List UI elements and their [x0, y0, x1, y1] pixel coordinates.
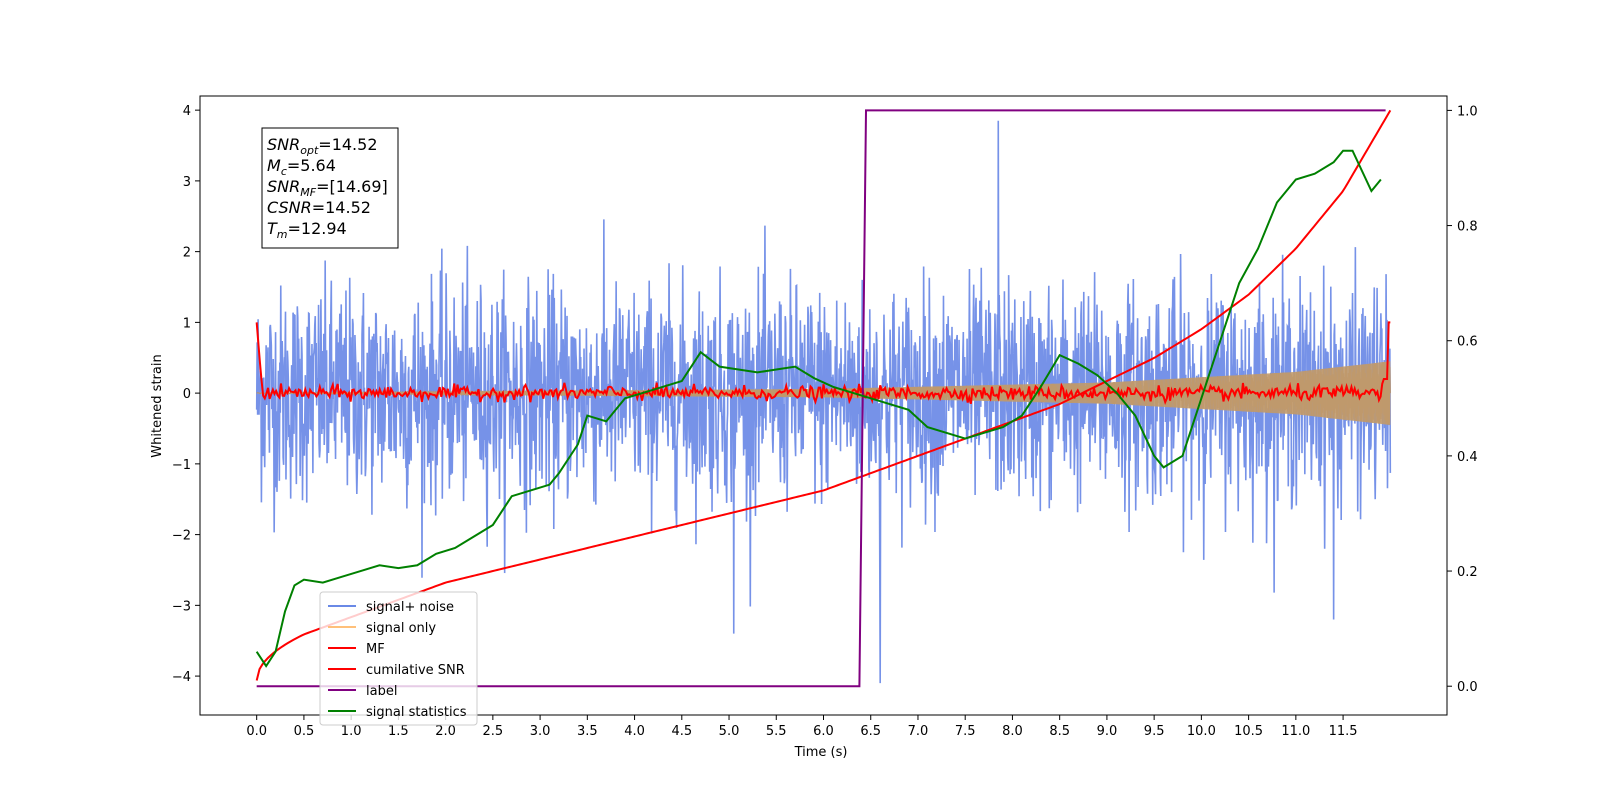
y-left-tick-label: 0 — [183, 387, 191, 402]
x-tick-label: 8.0 — [1002, 724, 1023, 739]
x-tick-label: 11.0 — [1281, 724, 1310, 739]
info-symbol: SNR — [267, 177, 300, 196]
info-symbol: SNR — [267, 135, 300, 154]
y-left-tick-label: 2 — [183, 246, 191, 261]
x-tick-label: 8.5 — [1049, 724, 1070, 739]
x-tick-label: 2.0 — [435, 724, 456, 739]
info-box: SNRopt=14.52Mc=5.64SNRMF=[14.69]CSNR=14.… — [261, 127, 399, 249]
x-tick-label: 6.5 — [860, 724, 881, 739]
x-tick-label: 10.0 — [1187, 724, 1216, 739]
y-left-tick-label: −2 — [172, 529, 191, 544]
x-tick-label: 3.0 — [530, 724, 551, 739]
x-tick-label: 7.0 — [908, 724, 929, 739]
x-tick-label: 3.5 — [577, 724, 598, 739]
info-symbol: T — [267, 219, 278, 238]
y-left-tick-label: −4 — [172, 670, 191, 685]
x-tick-label: 2.5 — [483, 724, 504, 739]
info-box-frame — [261, 127, 399, 249]
info-value: =12.94 — [288, 219, 347, 238]
y-left-tick-label: 1 — [183, 316, 191, 331]
info-subscript: m — [277, 228, 288, 241]
series-line-mf — [255, 321, 1391, 406]
x-tick-label: 1.5 — [388, 724, 409, 739]
series-line-cumulative-snr — [255, 109, 1392, 681]
x-tick-label: 4.0 — [624, 724, 645, 739]
plot-area — [255, 109, 1392, 688]
x-tick-label: 7.5 — [955, 724, 976, 739]
legend-label: signal only — [366, 621, 436, 636]
x-tick-label: 0.0 — [246, 724, 267, 739]
series-line-signal-statistics — [255, 149, 1382, 668]
x-tick-label: 0.5 — [294, 724, 315, 739]
x-tick-label: 1.0 — [341, 724, 362, 739]
info-symbol: M — [267, 156, 281, 175]
y-left-tick-label: −1 — [172, 458, 191, 473]
y-right-tick-label: 0.4 — [1457, 450, 1478, 465]
info-box-line: CSNR=14.52 — [267, 198, 371, 217]
info-value: =14.52 — [318, 135, 377, 154]
info-subscript: opt — [300, 144, 319, 157]
info-box-line: SNRMF=[14.69] — [267, 177, 388, 199]
legend-label: MF — [366, 642, 385, 657]
info-box-line: SNRopt=14.52 — [267, 135, 378, 157]
y-right-tick-label: 0.8 — [1457, 220, 1478, 235]
y-right-tick-label: 0.2 — [1457, 565, 1478, 580]
info-symbol: CSNR — [267, 198, 312, 217]
info-box-line: Mc=5.64 — [267, 156, 336, 178]
y-left-tick-label: −3 — [172, 599, 191, 614]
x-tick-label: 5.0 — [719, 724, 740, 739]
legend-frame — [319, 591, 478, 726]
x-tick-label: 6.0 — [813, 724, 834, 739]
info-value: =14.52 — [312, 198, 371, 217]
legend-label: signal statistics — [366, 705, 467, 720]
x-tick-label: 9.0 — [1097, 724, 1118, 739]
y-right-tick-label: 1.0 — [1457, 104, 1478, 119]
legend: signal+ noise signal only MF cumilative SNR… — [319, 591, 478, 726]
info-value: =[14.69] — [316, 177, 388, 196]
x-tick-label: 5.5 — [766, 724, 787, 739]
y-left-tick-label: 4 — [183, 104, 191, 119]
y-axis-label-left: Whitened strain — [150, 354, 165, 457]
series-line-label — [256, 109, 1386, 688]
legend-label: cumilative SNR — [366, 663, 465, 678]
y-axis-left: 4 3 2 1 0 −1 −2 −3 −4 — [172, 104, 200, 685]
y-right-tick-label: 0.0 — [1457, 680, 1478, 695]
info-subscript: MF — [300, 186, 316, 199]
series-band-signal-only — [256, 361, 1391, 425]
x-axis: 0.0 0.5 1.0 1.5 2.0 2.5 3.0 3.5 4.0 4.5 5.0 5.5 6.0 6… — [246, 715, 1358, 739]
x-tick-label: 9.5 — [1144, 724, 1165, 739]
y-left-tick-label: 3 — [183, 175, 191, 190]
x-tick-label: 10.5 — [1234, 724, 1263, 739]
x-tick-label: 4.5 — [671, 724, 692, 739]
info-subscript: c — [281, 165, 287, 178]
y-right-tick-label: 0.6 — [1457, 335, 1478, 350]
legend-label: signal+ noise — [366, 600, 454, 615]
x-axis-label: Time (s) — [794, 745, 848, 760]
y-axis-right: 1.0 0.8 0.6 0.4 0.2 0.0 — [1447, 104, 1478, 695]
info-value: =5.64 — [287, 156, 336, 175]
legend-label: label — [366, 684, 397, 699]
info-box-line: Tm=12.94 — [267, 219, 347, 241]
x-tick-label: 11.5 — [1329, 724, 1358, 739]
